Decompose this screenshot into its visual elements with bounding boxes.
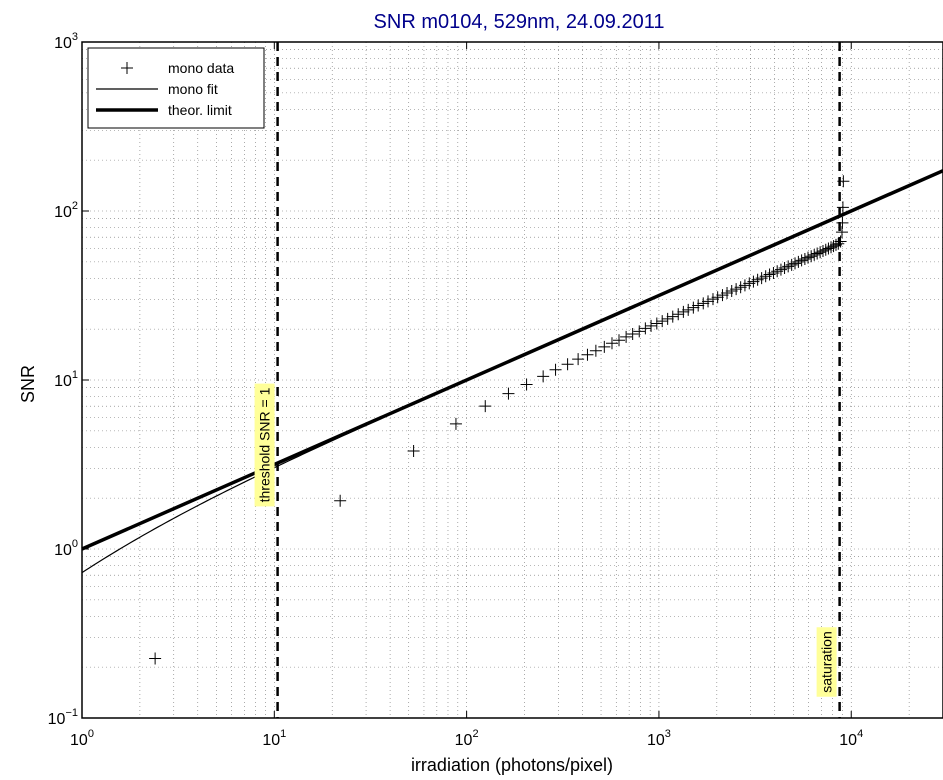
data-point-marker (832, 237, 845, 250)
data-point-marker (837, 175, 850, 188)
data-point-marker (682, 303, 695, 316)
x-tick-label: 102 (455, 728, 479, 749)
annotation-text: saturation (819, 631, 835, 692)
data-point-marker (661, 312, 674, 325)
data-point-marker (778, 261, 791, 274)
data-point-marker (814, 246, 827, 259)
data-point-marker (626, 328, 639, 341)
data-point-marker (834, 235, 847, 248)
data-point-marker (639, 322, 652, 335)
data-point-marker (792, 255, 805, 268)
annotation-box: saturation (816, 627, 837, 697)
legend-label: mono fit (168, 81, 218, 97)
series-layer (81, 169, 943, 665)
data-point-marker (620, 330, 633, 343)
plot-frame (81, 41, 943, 719)
data-point-marker (711, 291, 724, 304)
data-point-marker (672, 308, 685, 321)
legend-label: theor. limit (168, 102, 232, 118)
x-axis-label: irradiation (photons/pixel) (411, 755, 613, 775)
y-tick-label: 102 (54, 200, 78, 221)
data-point-marker (520, 378, 533, 391)
annotation-background (254, 383, 275, 507)
data-point-marker (785, 258, 798, 271)
y-tick-label: 10−1 (48, 707, 78, 728)
data-point-marker (706, 293, 719, 306)
data-point-marker (811, 247, 824, 260)
data-point-marker (819, 243, 832, 256)
y-tick-label: 100 (54, 538, 78, 559)
data-point-marker (697, 297, 710, 310)
data-point-marker (795, 254, 808, 267)
data-point-marker (677, 305, 690, 318)
data-point-marker (687, 301, 700, 314)
legend-box (87, 47, 265, 129)
data-point-marker (825, 241, 838, 254)
x-tick-label: 104 (839, 728, 863, 749)
legend: mono data mono fit theor. limit (87, 47, 265, 129)
data-point-marker (829, 238, 842, 251)
data-point-marker (549, 363, 562, 376)
data-point-marker (572, 353, 585, 366)
grid-lines (82, 42, 943, 718)
data-point-marker (721, 287, 734, 300)
data-point-marker (692, 299, 705, 312)
annotation-layer: threshold SNR = 1 saturation (254, 383, 837, 697)
x-tick-label: 101 (262, 728, 286, 749)
data-point-marker (666, 310, 679, 323)
data-point-marker (656, 315, 669, 328)
data-point-marker (805, 250, 818, 263)
data-point-marker (782, 260, 795, 273)
y-tick-label: 101 (54, 369, 78, 390)
data-point-marker (149, 652, 162, 665)
data-point-marker (334, 494, 347, 507)
data-point-marker (789, 257, 802, 270)
legend-marker-mono-data (121, 62, 133, 74)
data-point-marker (802, 251, 815, 264)
data-point-marker (836, 201, 849, 214)
annotation-text: threshold SNR = 1 (257, 387, 273, 502)
data-point-marker (645, 319, 658, 332)
data-point-marker (407, 445, 420, 458)
data-point-marker (816, 244, 829, 257)
data-point-marker (798, 252, 811, 265)
data-point-marker (836, 216, 849, 229)
data-point-marker (613, 334, 626, 347)
data-point-marker (449, 417, 462, 430)
data-point-marker (633, 325, 646, 338)
data-point-marker (589, 344, 602, 357)
data-point-marker (650, 317, 663, 330)
y-tick-label: 103 (54, 31, 78, 52)
data-point-marker (581, 348, 594, 361)
data-point-marker (822, 242, 835, 255)
data-point-marker (598, 340, 611, 353)
data-point-marker (605, 337, 618, 350)
chart-title: SNR m0104, 529nm, 24.09.2011 (374, 11, 665, 33)
y-axis-label: SNR (18, 365, 38, 403)
data-point-marker (537, 370, 550, 383)
data-point-marker (730, 283, 743, 296)
data-point-marker (479, 400, 492, 413)
data-point-marker (561, 358, 574, 371)
data-point-marker (502, 387, 515, 400)
series-mono-fit (81, 214, 843, 574)
data-point-marker (808, 248, 821, 261)
x-tick-label: 103 (647, 728, 671, 749)
data-point-marker (716, 289, 729, 302)
vertical-marker-lines (276, 42, 841, 718)
annotation-background (816, 627, 837, 697)
series-theor-limit (81, 169, 943, 551)
data-point-marker (827, 240, 840, 253)
legend-label: mono data (168, 60, 234, 76)
annotation-box: threshold SNR = 1 (254, 383, 275, 507)
data-point-marker (702, 295, 715, 308)
x-tick-label: 100 (70, 728, 94, 749)
